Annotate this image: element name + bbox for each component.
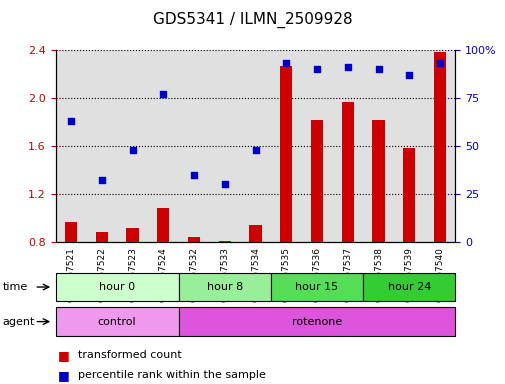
Bar: [178, 50, 209, 242]
Bar: [270, 50, 301, 242]
Bar: [56, 50, 86, 242]
Text: rotenone: rotenone: [291, 316, 341, 327]
Point: [189, 172, 197, 178]
Bar: [424, 50, 454, 242]
Point: [67, 118, 75, 124]
Bar: [187, 237, 200, 338]
Text: ■: ■: [58, 369, 70, 382]
Text: control: control: [97, 316, 136, 327]
Point: [282, 60, 290, 66]
Bar: [95, 232, 108, 338]
Bar: [117, 50, 147, 242]
Bar: [393, 50, 424, 242]
Text: agent: agent: [3, 316, 35, 327]
Text: hour 0: hour 0: [99, 282, 135, 292]
Text: hour 24: hour 24: [387, 282, 430, 292]
Point: [374, 66, 382, 72]
Bar: [147, 50, 178, 242]
Bar: [280, 66, 292, 338]
Bar: [240, 50, 270, 242]
Text: GDS5341 / ILMN_2509928: GDS5341 / ILMN_2509928: [153, 12, 352, 28]
Point: [313, 66, 321, 72]
Bar: [65, 222, 77, 338]
Point: [251, 147, 259, 153]
Text: transformed count: transformed count: [78, 350, 182, 360]
Text: hour 15: hour 15: [295, 282, 338, 292]
Bar: [372, 119, 384, 338]
Text: percentile rank within the sample: percentile rank within the sample: [78, 370, 266, 380]
Bar: [332, 50, 363, 242]
Bar: [402, 148, 415, 338]
Bar: [218, 241, 230, 338]
Point: [343, 64, 351, 70]
Text: hour 8: hour 8: [206, 282, 242, 292]
Point: [435, 60, 443, 66]
Bar: [249, 225, 261, 338]
Point: [159, 91, 167, 97]
Text: ■: ■: [58, 349, 70, 362]
Bar: [341, 101, 353, 338]
Text: time: time: [3, 282, 28, 292]
Bar: [363, 50, 393, 242]
Bar: [86, 50, 117, 242]
Bar: [157, 209, 169, 338]
Point: [220, 181, 228, 187]
Bar: [209, 50, 240, 242]
Point: [405, 72, 413, 78]
Bar: [310, 119, 323, 338]
Point: [128, 147, 136, 153]
Bar: [301, 50, 332, 242]
Bar: [126, 227, 138, 338]
Bar: [433, 52, 445, 338]
Point: [97, 177, 106, 184]
